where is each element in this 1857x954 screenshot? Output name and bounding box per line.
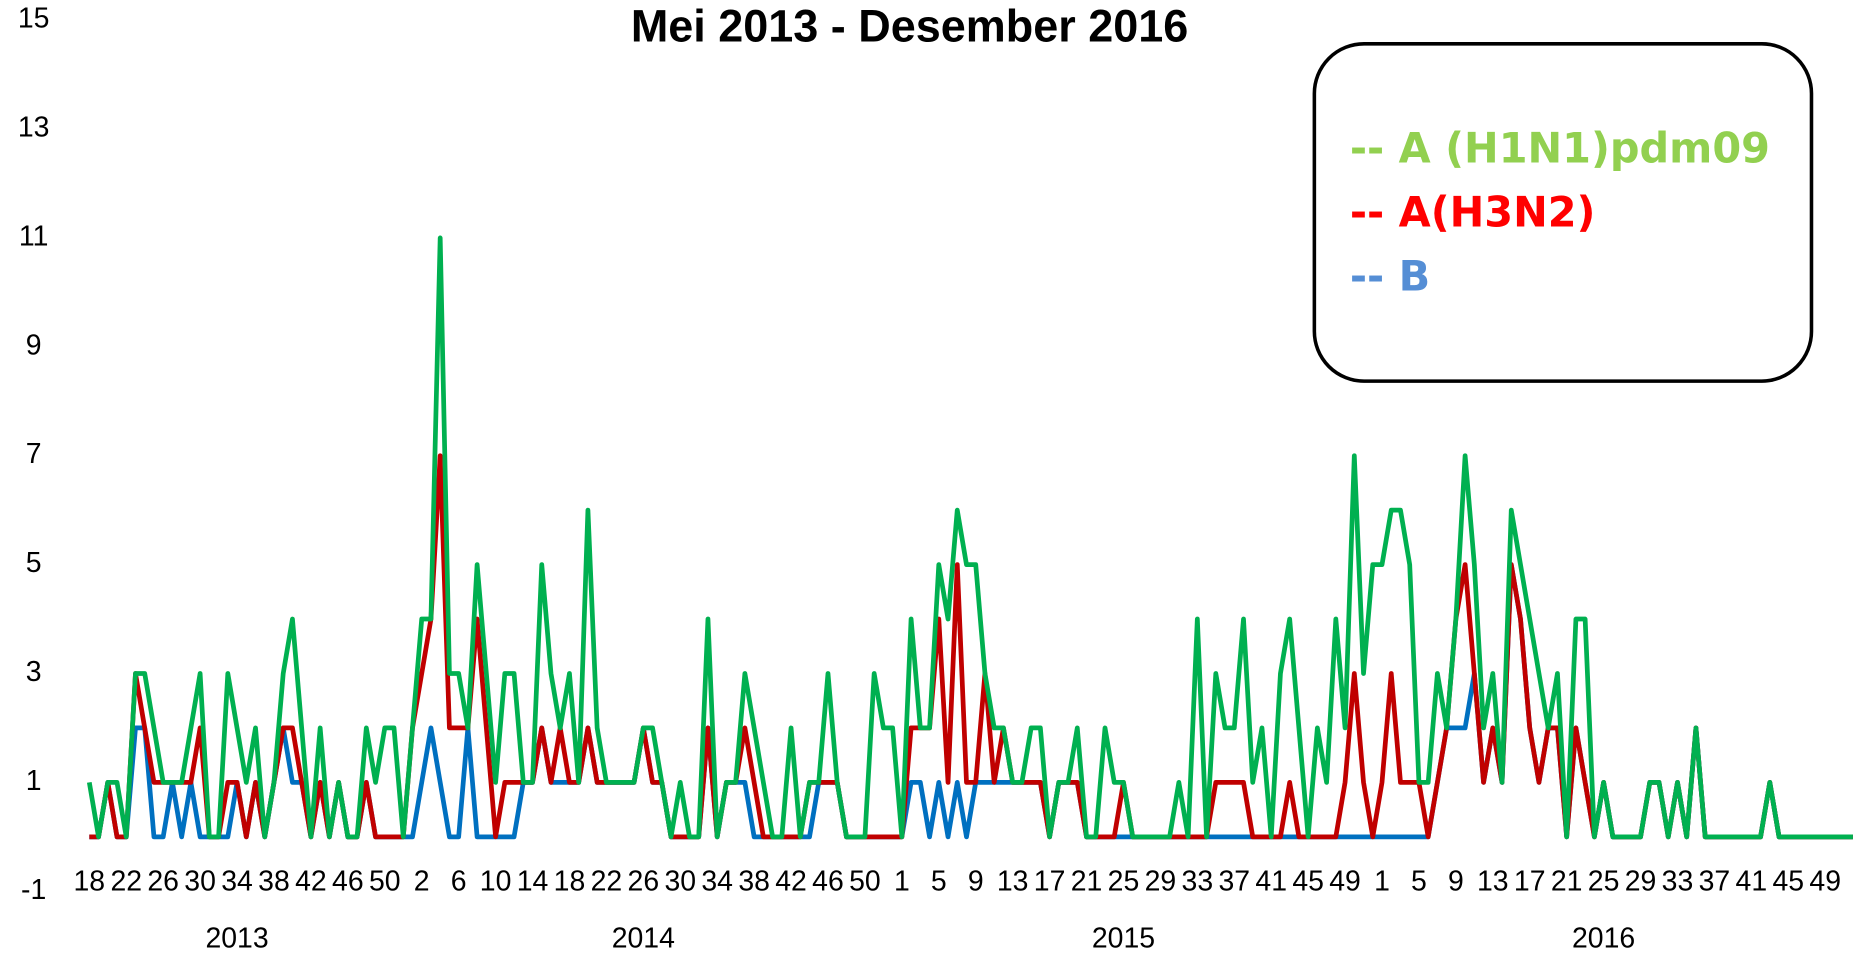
x-tick-label: 26 [147,865,179,897]
x-tick-label: 18 [74,865,106,897]
x-tick-label: 30 [184,865,216,897]
x-tick-label: 38 [258,865,290,897]
chart-title: Mei 2013 - Desember 2016 [631,0,1188,51]
y-tick-label: 3 [26,656,42,688]
x-tick-label: 49 [1809,865,1841,897]
x-group-label: 2014 [612,922,675,954]
y-tick-label: 5 [26,547,42,579]
x-tick-label: 45 [1292,865,1324,897]
x-tick-label: 37 [1699,865,1731,897]
x-tick-label: 46 [332,865,364,897]
x-tick-label: 5 [931,865,947,897]
x-tick-label: 1 [1374,865,1390,897]
x-tick-label: 21 [1071,865,1103,897]
x-tick-label: 17 [1514,865,1546,897]
x-tick-label: 21 [1551,865,1583,897]
x-tick-label: 29 [1625,865,1657,897]
x-tick-label: 6 [451,865,467,897]
y-tick-label: 13 [18,112,50,144]
y-tick-label: 11 [19,220,48,252]
y-tick-label: 9 [26,329,42,361]
x-tick-label: 46 [812,865,844,897]
series-line [86,235,1853,840]
legend-label: -- A (H1N1)pdm09 [1350,125,1770,173]
x-tick-label: 42 [775,865,807,897]
y-tick-label: 1 [26,765,42,797]
legend: -- A (H1N1)pdm09 -- A(H3N2) -- B [1350,125,1770,301]
x-tick-label: 50 [849,865,881,897]
x-tick-label: 22 [110,865,142,897]
x-tick-label: 5 [1411,865,1427,897]
x-tick-label: 33 [1662,865,1694,897]
x-tick-label: 10 [480,865,512,897]
x-tick-label: 29 [1145,865,1177,897]
x-tick-label: 49 [1329,865,1361,897]
x-tick-label: 18 [554,865,586,897]
series-line [89,453,1853,840]
x-tick-label: 45 [1772,865,1804,897]
x-tick-label: 41 [1736,865,1768,897]
x-tick-label: 2 [414,865,430,897]
x-tick-label: 41 [1255,865,1287,897]
y-tick-label: -1 [21,874,46,906]
legend-box [1312,42,1814,383]
x-tick-label: 13 [997,865,1029,897]
x-tick-label: 25 [1588,865,1620,897]
x-tick-label: 13 [1477,865,1509,897]
x-tick-label: 9 [1448,865,1464,897]
x-tick-label: 1 [894,865,910,897]
x-group-label: 2013 [205,922,268,954]
x-tick-label: 42 [295,865,327,897]
x-tick-label: 14 [517,865,549,897]
x-tick-label: 34 [701,865,733,897]
x-tick-label: 30 [664,865,696,897]
x-tick-label: 37 [1218,865,1250,897]
y-tick-label: 15 [18,3,50,35]
x-tick-label: 22 [591,865,623,897]
x-group-label: 2016 [1572,922,1635,954]
legend-label: -- A(H3N2) [1350,188,1596,236]
x-tick-label: 33 [1182,865,1214,897]
y-tick-label: 7 [26,438,42,470]
x-tick-label: 9 [968,865,984,897]
x-tick-label: 50 [369,865,401,897]
x-group-label: 2015 [1092,922,1155,954]
x-tick-label: 26 [628,865,660,897]
legend-label: -- B [1350,252,1430,300]
x-tick-label: 38 [738,865,770,897]
x-tick-label: 17 [1034,865,1066,897]
x-tick-label: 25 [1108,865,1140,897]
x-tick-label: 34 [221,865,253,897]
